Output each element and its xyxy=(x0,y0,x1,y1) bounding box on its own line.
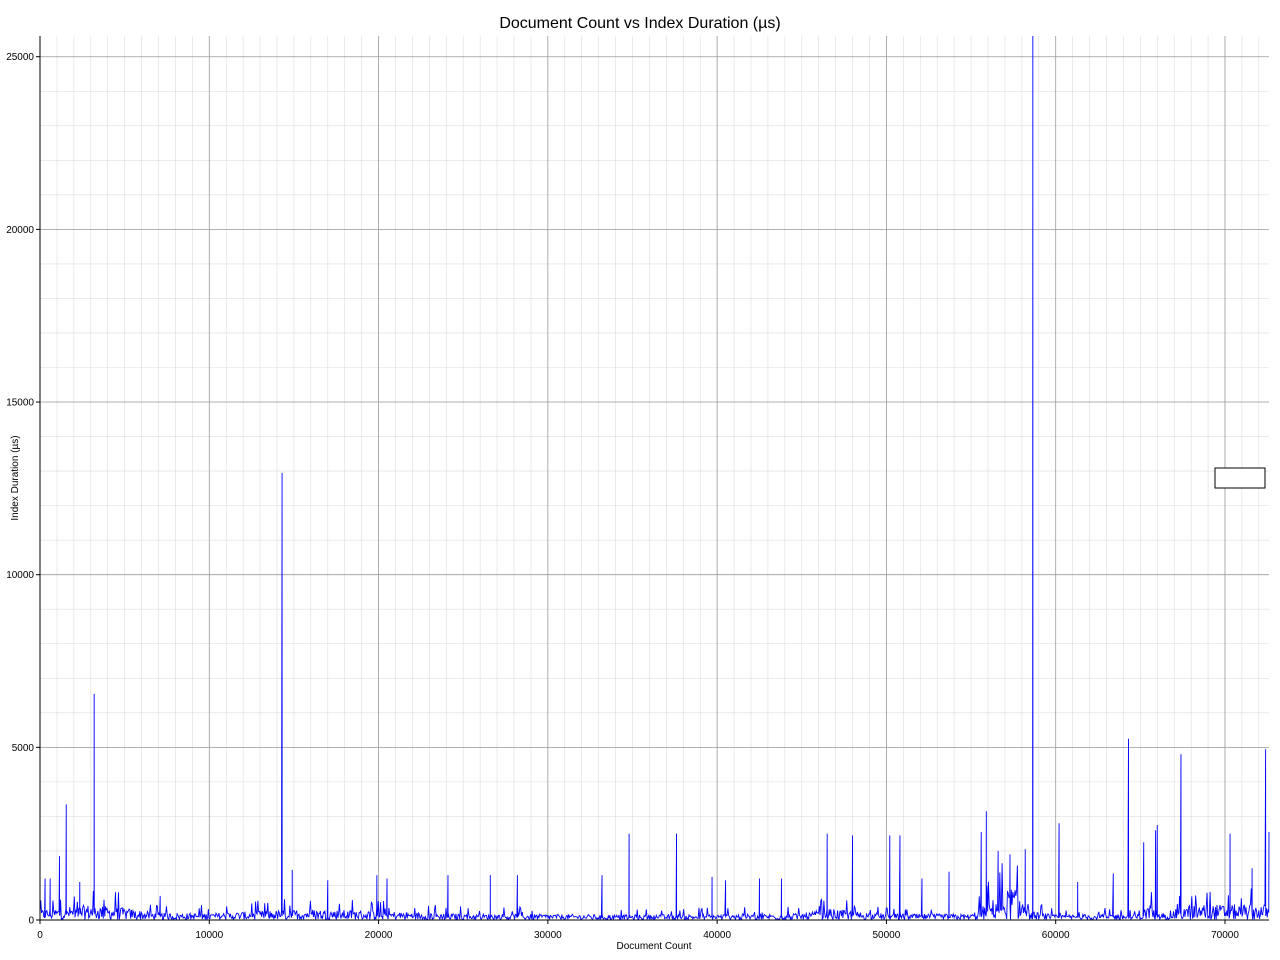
x-tick-label: 40000 xyxy=(703,930,731,941)
x-tick-label: 60000 xyxy=(1042,930,1070,941)
y-tick-label: 15000 xyxy=(6,398,34,409)
x-tick-label: 50000 xyxy=(873,930,901,941)
x-tick-label: 30000 xyxy=(534,930,562,941)
y-tick-label: 20000 xyxy=(6,225,34,236)
x-ticks: 0 10000 20000 30000 40000 50000 60000 70000 xyxy=(37,920,1239,941)
series-line xyxy=(39,35,1270,922)
legend-box xyxy=(1214,467,1266,489)
chart-title: Document Count vs Index Duration (µs) xyxy=(499,15,780,32)
major-grid xyxy=(40,36,1269,920)
x-axis-label: Document Count xyxy=(616,941,691,952)
y-ticks: 0 5000 10000 15000 20000 25000 xyxy=(6,52,40,927)
y-tick-label: 25000 xyxy=(6,52,34,63)
x-tick-label: 20000 xyxy=(365,930,393,941)
y-axis-label: Index Duration (µs) xyxy=(10,435,21,520)
x-tick-label: 10000 xyxy=(195,930,223,941)
y-tick-label: 0 xyxy=(28,916,34,927)
x-tick-label: 0 xyxy=(37,930,43,941)
x-tick-label: 70000 xyxy=(1211,930,1239,941)
y-tick-label: 10000 xyxy=(6,570,34,581)
minor-grid xyxy=(40,36,1269,920)
series-path xyxy=(39,35,1270,922)
y-tick-label: 5000 xyxy=(12,743,35,754)
